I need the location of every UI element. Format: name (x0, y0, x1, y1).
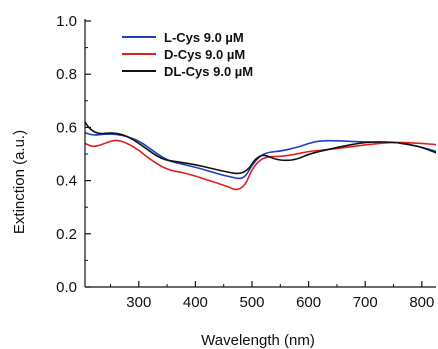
x-tick-label: 400 (183, 294, 208, 311)
legend-label-1: L-Cys 9.0 µM (164, 30, 244, 45)
y-tick-label: 0.6 (56, 119, 77, 136)
x-tick-label: 500 (239, 294, 264, 311)
x-tick-label: 300 (126, 294, 151, 311)
series-line-3 (85, 121, 436, 175)
x-tick-label: 600 (296, 294, 321, 311)
y-tick-label: 0.8 (56, 66, 77, 83)
y-tick-label: 1.0 (56, 13, 77, 30)
plot-series (85, 121, 436, 191)
y-tick-label: 0.0 (56, 279, 77, 296)
x-tick-label: 800 (409, 294, 434, 311)
y-axis-title: Extinction (a.u.) (11, 130, 28, 234)
y-tick-label: 0.4 (56, 173, 77, 190)
y-tick-label: 0.2 (56, 226, 77, 243)
series-line-2 (85, 139, 436, 191)
axes (84, 19, 436, 288)
legend-label-2: D-Cys 9.0 µM (164, 47, 245, 62)
tick-labels: 0.0 0.2 0.4 0.6 0.8 1.0 300 400 500 600 700 800 (56, 13, 434, 311)
legend-label-3: DL-Cys 9.0 µM (164, 64, 253, 79)
legend: L-Cys 9.0 µM D-Cys 9.0 µM DL-Cys 9.0 µM (122, 30, 253, 79)
x-axis-title: Wavelength (nm) (201, 332, 315, 349)
x-tick-label: 700 (353, 294, 378, 311)
